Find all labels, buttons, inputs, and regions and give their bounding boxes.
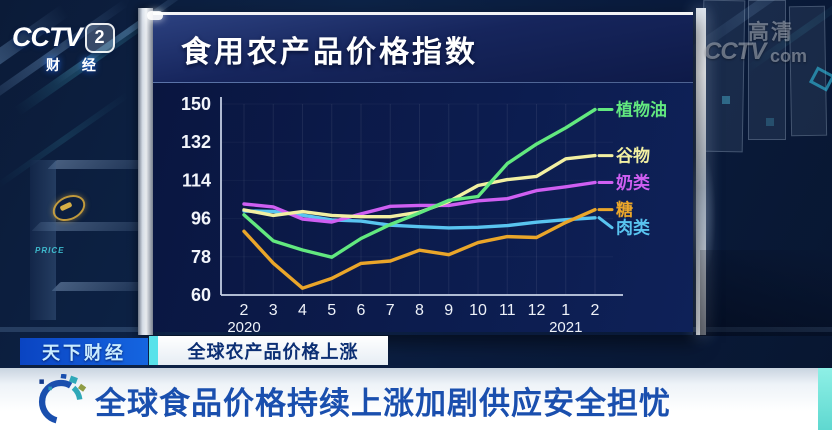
hud-dot	[766, 118, 774, 126]
x-tick-label: 1	[561, 302, 570, 319]
y-tick-label: 78	[191, 247, 211, 267]
cctv-logo-text: CCTV	[12, 22, 82, 52]
panel-stand-bar	[138, 8, 153, 335]
header-highlight	[147, 11, 163, 20]
channel-2-badge: 2	[84, 22, 115, 53]
topic-badge: 全球农产品价格上涨	[158, 336, 388, 365]
headline-bar	[0, 368, 818, 430]
headline-right-stripe	[818, 368, 832, 430]
chart-panel: 食用农产品价格指数 150 132 114 96 78 60 2 3 4 5 6 7 8 9 10 11 12 1…	[147, 11, 693, 336]
x-tick-label: 11	[499, 302, 516, 319]
finance-label: 财 经	[46, 57, 105, 73]
chart-body: 150 132 114 96 78 60 2 3 4 5 6 7 8 9 10 11 12 1 2 2020 2021 植…	[153, 83, 693, 336]
x-tick-label: 2	[591, 302, 600, 319]
x-year-label: 2021	[549, 319, 582, 332]
headline-ring-icon	[38, 374, 87, 424]
x-tick-label: 12	[528, 302, 546, 319]
legend-label: 谷物	[616, 146, 650, 166]
hd-watermark: 高清	[748, 21, 794, 44]
cctv-watermark-text: CCTV	[704, 38, 766, 65]
cctv2-finance-logo: CCTV 2 财 经	[12, 22, 152, 75]
x-tick-label: 2	[240, 302, 249, 319]
badge-separator	[149, 336, 158, 365]
x-tick-label: 8	[415, 302, 424, 319]
hud-dot	[722, 96, 730, 104]
series-line	[242, 180, 597, 224]
y-tick-label: 60	[191, 285, 211, 305]
chart-title: 食用农产品价格指数	[181, 35, 478, 69]
x-tick-label: 7	[386, 302, 395, 319]
series-line	[242, 209, 597, 230]
x-tick-label: 4	[298, 302, 307, 319]
y-tick-label: 114	[182, 170, 211, 190]
backdrop-price-text: PRICE	[35, 246, 65, 255]
headline-text: 全球食品价格持续上涨加剧供应安全担忧	[95, 386, 671, 421]
x-tick-label: 6	[357, 302, 366, 319]
chart-panel-header: 食用农产品价格指数	[147, 11, 693, 83]
series-line	[242, 107, 597, 259]
x-year-label: 2020	[227, 319, 260, 332]
price-index-chart: 150 132 114 96 78 60 2 3 4 5 6 7 8 9 10 11 12 1 2 2020 2021 植…	[153, 83, 693, 337]
x-tick-label: 3	[269, 302, 278, 319]
y-tick-label: 132	[181, 132, 211, 152]
x-tick-label: 9	[444, 302, 453, 319]
legend-label: 奶类	[616, 173, 651, 193]
series-line	[242, 207, 597, 290]
backdrop-post	[30, 160, 56, 320]
x-tick-label: 5	[327, 302, 336, 319]
legend-leader-line	[597, 216, 614, 230]
com-watermark-text: com	[770, 46, 808, 66]
program-badge: 天下财经	[20, 338, 148, 365]
y-tick-label: 96	[191, 209, 211, 229]
legend-label: 植物油	[616, 100, 667, 120]
y-tick-label: 150	[181, 94, 211, 114]
cctv-com-watermark: 高清 CCTV com	[704, 16, 830, 72]
backdrop-shadow	[700, 250, 832, 336]
legend-label: 糖	[616, 200, 633, 220]
glass-panel	[748, 0, 786, 140]
x-tick-label: 10	[469, 302, 487, 319]
legend-label: 肉类	[616, 218, 651, 238]
stage-light-bar	[696, 8, 706, 335]
